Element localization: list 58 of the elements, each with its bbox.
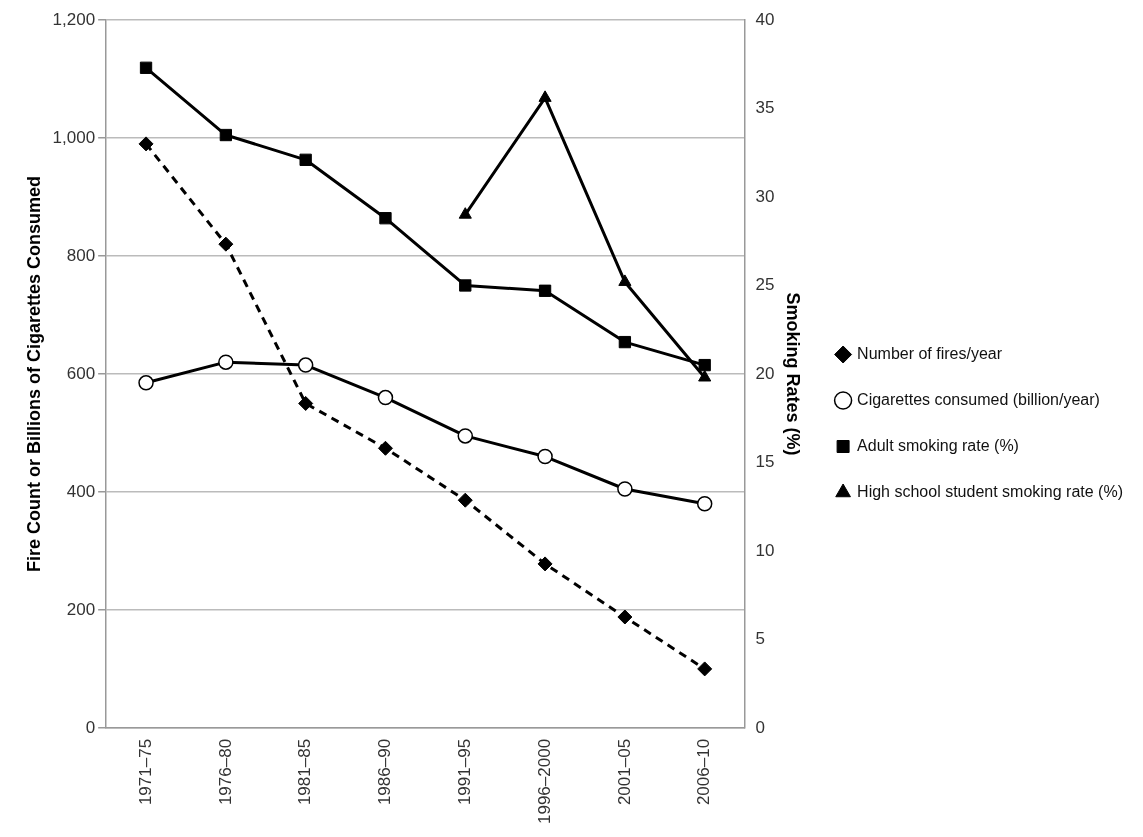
point [698,358,711,372]
x-tick-label: 1996–2000 [534,738,554,824]
point [617,609,633,625]
point [377,440,393,456]
y-tick-label: 400 [66,481,96,501]
point [377,389,394,406]
point [138,136,154,152]
point [138,375,154,391]
x-tick-label: 1991–95 [454,738,474,806]
y-tick-label: 600 [66,363,96,383]
y-axis-title: Fire Count or Billions of Cigarettes Consumed [23,175,44,572]
point [538,90,552,102]
y-tick-label: 0 [85,717,96,737]
y-tick-label: 1,000 [52,127,96,147]
point [379,212,392,225]
y2-tick-label: 40 [755,9,775,29]
point [618,335,632,349]
point [537,556,553,572]
y-tick-label: 200 [66,599,96,619]
point [459,279,472,292]
x-tick-label: 2006–10 [694,738,714,806]
point [537,448,553,465]
point [697,661,713,677]
y2-tick-label: 30 [755,186,775,206]
point [298,395,314,411]
point [458,207,472,219]
point [139,61,153,74]
y2-tick-label: 5 [755,629,766,649]
y2-axis-title: Smoking Rates (%) [783,292,804,456]
point [698,369,712,382]
point [696,495,713,512]
legend-label: Number of fires/year [857,344,1003,362]
y2-tick-label: 35 [755,98,775,118]
legend-label: Adult smoking rate (%) [857,436,1019,454]
y-tick-label: 1,200 [52,9,96,29]
point [218,236,234,252]
x-tick-label: 1986–90 [375,738,395,806]
point [457,428,474,444]
point [457,492,473,508]
y2-tick-label: 10 [755,540,775,560]
legend-label: High school student smoking rate (%) [857,482,1124,500]
y2-tick-label: 25 [755,275,775,295]
point [617,481,633,497]
point [297,357,314,373]
x-tick-label: 2001–05 [614,738,634,806]
point [618,274,632,286]
point [299,153,312,166]
point [538,284,552,297]
y2-tick-label: 20 [755,363,775,383]
x-tick-label: 1976–80 [215,738,235,806]
point [219,128,233,142]
y2-tick-label: 0 [755,717,766,737]
legend-label: Cigarettes consumed (billion/year) [857,390,1100,408]
x-tick-label: 1971–75 [135,738,155,806]
x-tick-label: 1981–85 [295,738,315,806]
point [218,354,234,370]
y2-tick-label: 15 [755,452,775,472]
y-tick-label: 800 [66,245,96,265]
